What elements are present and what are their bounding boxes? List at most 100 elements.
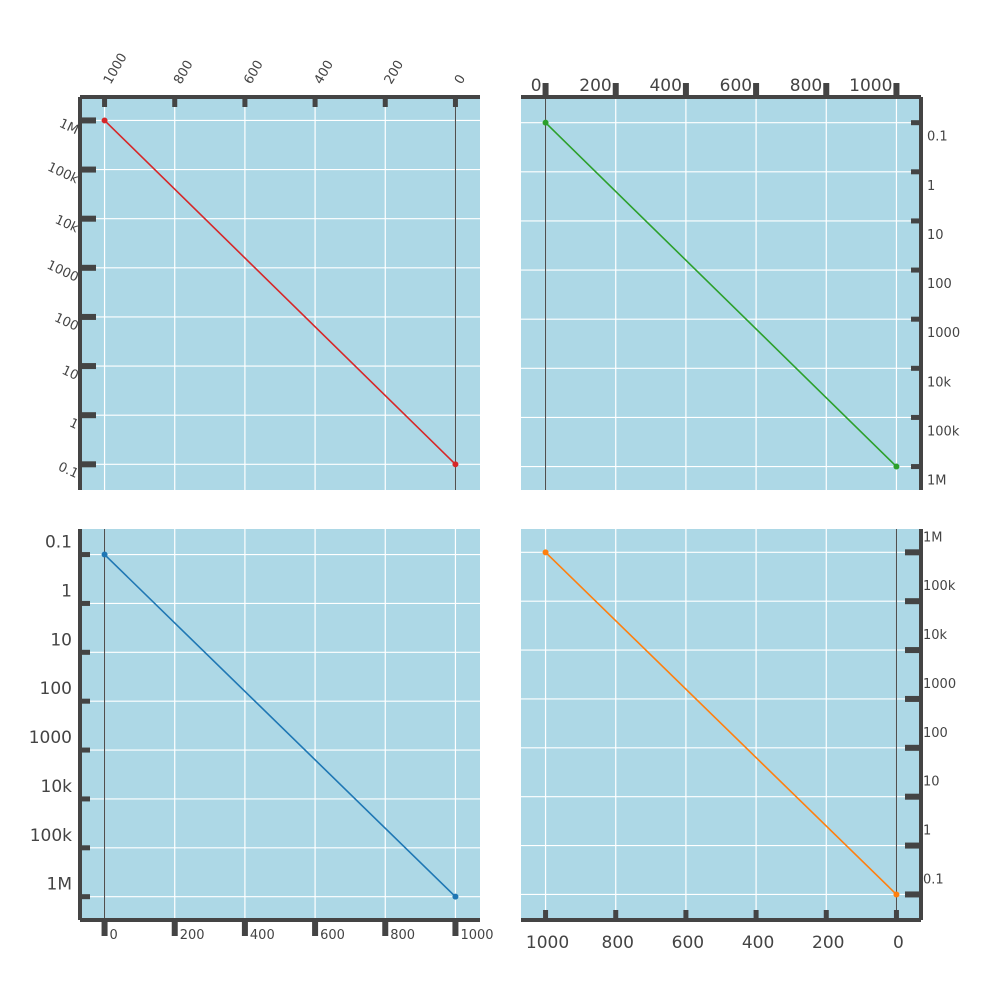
y-tick	[905, 695, 921, 702]
x-tick	[823, 83, 830, 99]
chart-panel-bottom-left: 0 200 400 600 800 1000 0.1 1 10 100 1000 10k 100k 1M	[29, 529, 494, 943]
data-point	[452, 893, 459, 900]
series-line	[104, 119, 456, 465]
x-tick	[893, 83, 900, 99]
data-point	[893, 463, 900, 470]
x-tick-label: 1000	[460, 928, 493, 943]
y-tick	[911, 218, 921, 224]
y-tick	[80, 166, 96, 173]
y-tick-label: 1M	[47, 875, 72, 895]
y-tick-label: 1000	[923, 677, 956, 692]
y-tick-label: 100	[52, 310, 81, 334]
x-tick-label: 1000	[526, 933, 569, 953]
y-tick-label: 10k	[927, 375, 952, 390]
y-tick	[80, 698, 90, 704]
x-tick-label: 1000	[101, 51, 131, 87]
x-tick-label: 0	[893, 933, 904, 953]
y-tick-label: 10k	[52, 213, 81, 237]
x-tick	[823, 910, 829, 920]
y-tick	[911, 464, 921, 470]
y-tick-label: 10	[50, 630, 72, 650]
x-tick	[452, 920, 459, 936]
y-tick	[911, 414, 921, 420]
y-tick	[80, 845, 90, 851]
x-tick	[452, 97, 458, 107]
y-tick-label: 100k	[927, 424, 960, 439]
y-tick-label: 100	[923, 726, 948, 741]
y-tick	[905, 793, 921, 800]
y-tick-label: 100k	[30, 826, 72, 846]
y-tick-label: 1	[927, 179, 935, 194]
y-tick-label: 1000	[29, 728, 72, 748]
y-tick-label: 1M	[57, 116, 81, 138]
y-tick-label: 10k	[41, 777, 73, 797]
chart-panel-top-right: 0 200 400 600 800 1000 0.1 1 10 100 1000 10k 100k 1M	[521, 76, 960, 490]
x-tick-label: 800	[790, 76, 822, 96]
y-tick-label: 1000	[927, 326, 960, 341]
y-tick	[80, 894, 90, 900]
x-tick-label: 0	[452, 72, 469, 87]
y-tick	[80, 264, 96, 271]
y-tick-label: 10k	[923, 628, 948, 643]
y-tick-label: 0.1	[927, 130, 948, 145]
data-point	[101, 551, 108, 558]
x-tick-label: 400	[250, 928, 275, 943]
x-tick	[753, 83, 760, 99]
y-tick	[905, 891, 921, 898]
x-tick-label: 600	[672, 933, 704, 953]
y-tick-label: 1M	[927, 474, 947, 489]
x-tick	[893, 910, 899, 920]
y-tick-label: 100	[927, 277, 952, 292]
y-tick	[80, 412, 96, 419]
x-tick	[682, 83, 689, 99]
y-tick	[80, 600, 90, 606]
y-tick-label: 1	[923, 824, 931, 839]
y-tick	[80, 552, 90, 558]
y-tick	[80, 649, 90, 655]
y-tick	[905, 744, 921, 751]
y-tick	[911, 316, 921, 322]
y-tick-label: 100k	[45, 160, 81, 187]
x-tick	[613, 910, 619, 920]
y-tick	[80, 747, 90, 753]
y-tick-label: 100k	[923, 579, 956, 594]
x-tick-label: 400	[312, 58, 337, 87]
y-tick	[80, 363, 96, 370]
x-tick-label: 800	[602, 933, 634, 953]
data-point	[101, 117, 108, 124]
y-tick	[911, 169, 921, 175]
series-line	[104, 553, 456, 898]
x-tick	[312, 920, 319, 936]
x-tick-label: 1000	[849, 76, 892, 96]
y-tick-label: 10	[927, 228, 944, 243]
y-tick	[905, 549, 921, 556]
x-tick	[382, 920, 389, 936]
x-tick-label: 800	[390, 928, 415, 943]
x-tick-label: 0	[110, 928, 118, 943]
x-tick-label: 600	[320, 928, 345, 943]
x-tick-label: 200	[812, 933, 844, 953]
x-tick	[101, 920, 108, 936]
y-tick-label: 1000	[44, 258, 80, 286]
x-tick	[242, 97, 248, 107]
series-line	[545, 551, 897, 896]
y-tick	[80, 215, 96, 222]
y-tick	[911, 365, 921, 371]
x-tick	[171, 920, 178, 936]
x-tick	[753, 910, 759, 920]
y-tick	[905, 598, 921, 605]
y-tick	[80, 796, 90, 802]
data-point	[893, 891, 900, 898]
x-tick	[312, 97, 318, 107]
x-tick	[683, 910, 689, 920]
data-point	[542, 549, 549, 556]
x-tick-label: 0	[531, 76, 542, 96]
x-tick	[382, 97, 388, 107]
x-tick	[542, 83, 549, 99]
series-line	[545, 122, 897, 468]
x-tick-label: 400	[742, 933, 774, 953]
x-tick-label: 600	[241, 58, 266, 87]
data-point	[542, 119, 549, 126]
